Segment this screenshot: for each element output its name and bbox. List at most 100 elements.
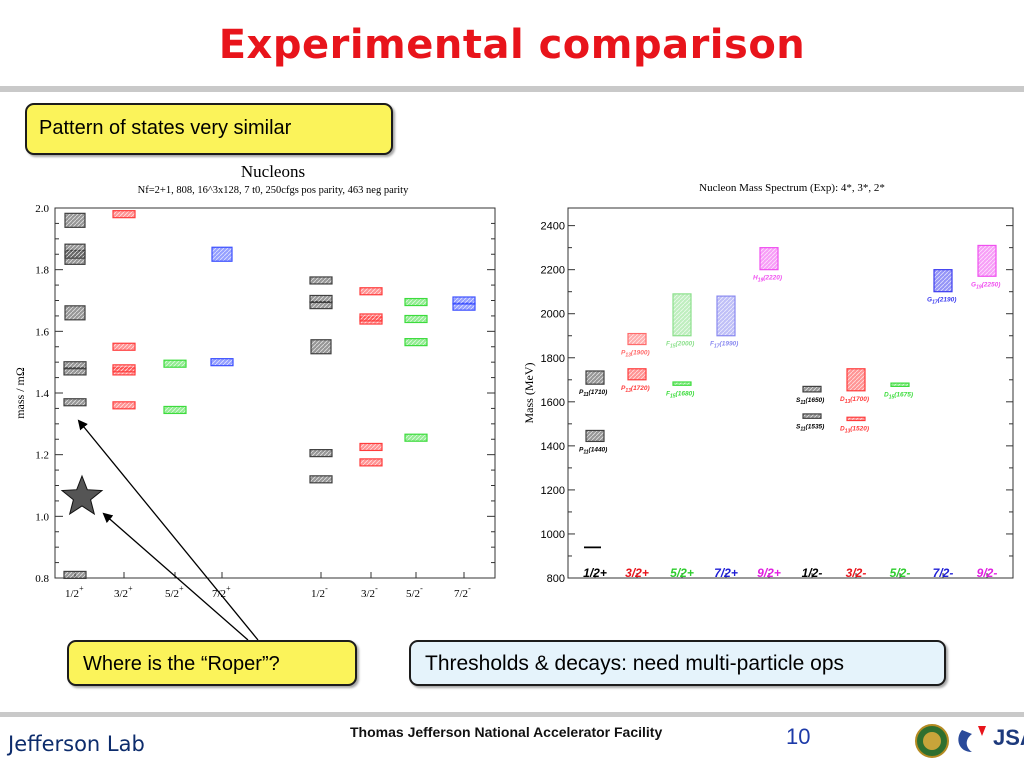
lattice-xtick-label: 7/2- bbox=[454, 584, 471, 600]
roper-arrows bbox=[77, 419, 259, 641]
pattern-callout: Pattern of states very similar bbox=[25, 103, 393, 155]
jsa-logo: JSA bbox=[993, 725, 1024, 750]
lattice-level bbox=[309, 475, 333, 484]
lattice-level bbox=[64, 212, 86, 228]
lattice-level bbox=[112, 364, 136, 373]
lattice-chart: Nucleons Nf=2+1, 808, 16^3x128, 7 t0, 250… bbox=[13, 162, 496, 600]
arrow-to-star bbox=[102, 512, 249, 641]
lattice-level bbox=[64, 243, 86, 259]
lattice-xtick-parity: + bbox=[79, 584, 84, 593]
experiment-xtick-label: 3/2+ bbox=[625, 566, 649, 580]
roper-star-icon bbox=[60, 474, 104, 516]
jefferson-lab-logo: Jefferson Lab bbox=[8, 732, 145, 756]
lattice-xtick-parity: + bbox=[128, 584, 133, 593]
page-number: 10 bbox=[786, 724, 811, 749]
lattice-ytick-label: 1.4 bbox=[35, 388, 49, 400]
experiment-ytick-label: 800 bbox=[547, 573, 565, 585]
lattice-level bbox=[64, 305, 86, 321]
lattice-level bbox=[163, 359, 187, 368]
lattice-title: Nucleons bbox=[241, 162, 305, 181]
lattice-xtick-parity: - bbox=[468, 584, 471, 593]
lattice-level bbox=[404, 433, 428, 442]
footer-organization: Thomas Jefferson National Accelerator Fa… bbox=[350, 724, 663, 740]
experiment-xtick-label: 1/2+ bbox=[583, 566, 607, 580]
experiment-xtick-label: 5/2- bbox=[890, 566, 911, 580]
lattice-xtick-parity: - bbox=[375, 584, 378, 593]
experiment-chart: Nucleon Mass Spectrum (Exp): 4*, 3*, 2* 8… bbox=[522, 182, 1014, 585]
lattice-level bbox=[63, 398, 87, 407]
lattice-ytick-label: 1.6 bbox=[35, 326, 49, 338]
experiment-state-label: F15(2000) bbox=[666, 341, 694, 350]
experiment-plot-frame bbox=[567, 207, 1014, 579]
footer-divider bbox=[0, 712, 1024, 717]
experiment-state-label: G19(2250) bbox=[971, 281, 1000, 290]
experiment-state-box bbox=[627, 332, 647, 346]
lattice-level bbox=[359, 287, 383, 296]
experiment-xtick-label: 7/2- bbox=[933, 566, 954, 580]
experiment-state-label: D13(1700) bbox=[840, 396, 869, 405]
experiment-xtick-label: 3/2- bbox=[846, 566, 867, 580]
experiment-state-box bbox=[846, 368, 866, 392]
lattice-xtick-label: 3/2+ bbox=[114, 584, 133, 600]
experiment-state-label: D13(1520) bbox=[840, 426, 869, 435]
lattice-xtick-parity: - bbox=[420, 584, 423, 593]
experiment-state-box bbox=[759, 247, 779, 271]
experiment-xtick-label: 5/2+ bbox=[670, 566, 694, 580]
lattice-level bbox=[452, 296, 476, 305]
lattice-ytick-label: 1.0 bbox=[35, 511, 49, 523]
lattice-level bbox=[63, 570, 87, 580]
experiment-xtick-label: 1/2- bbox=[802, 566, 823, 580]
lattice-level bbox=[404, 338, 428, 347]
lattice-xtick-label: 1/2+ bbox=[65, 584, 84, 600]
experiment-state-label: S11(1650) bbox=[796, 397, 824, 406]
lattice-level bbox=[404, 314, 428, 324]
lattice-xtick-parity: + bbox=[226, 584, 231, 593]
experiment-state-box bbox=[846, 416, 866, 422]
experiment-state-box bbox=[627, 368, 647, 381]
experiment-state-label: P11(1710) bbox=[579, 389, 607, 398]
slide-title: Experimental comparison bbox=[218, 22, 806, 68]
experiment-xtick-label: 7/2+ bbox=[714, 566, 738, 580]
experiment-state-label: G17(2190) bbox=[927, 297, 956, 306]
thresholds-callout: Thresholds & decays: need multi-particle… bbox=[409, 640, 946, 686]
lattice-level bbox=[309, 276, 333, 285]
roper-callout: Where is the “Roper”? bbox=[67, 640, 357, 686]
lattice-xtick-parity: - bbox=[325, 584, 328, 593]
experiment-state-box bbox=[672, 293, 692, 337]
lattice-ytick-label: 1.8 bbox=[35, 265, 49, 277]
lattice-level bbox=[210, 358, 234, 367]
experiment-ylabel: Mass (MeV) bbox=[522, 363, 536, 424]
lattice-ytick-label: 2.0 bbox=[35, 203, 49, 215]
lattice-level bbox=[112, 210, 136, 219]
experiment-ytick-label: 1600 bbox=[541, 397, 565, 409]
experiment-state-label: F17(1990) bbox=[710, 341, 738, 350]
lattice-ylabel: mass / mΩ bbox=[13, 367, 27, 419]
experiment-ytick-label: 1000 bbox=[541, 529, 565, 541]
experiment-ytick-label: 2400 bbox=[541, 221, 565, 233]
experiment-state-box bbox=[672, 381, 692, 386]
experiment-state-box bbox=[977, 244, 997, 277]
experiment-xtick-label: 9/2- bbox=[977, 566, 998, 580]
lattice-xtick-parity: + bbox=[179, 584, 184, 593]
lattice-level bbox=[359, 313, 383, 322]
experiment-state-box bbox=[802, 413, 822, 419]
experiment-ytick-label: 2000 bbox=[541, 309, 565, 321]
experiment-state-label: F15(1680) bbox=[666, 390, 694, 399]
lattice-level bbox=[163, 405, 187, 415]
title-divider bbox=[0, 86, 1024, 92]
experiment-state-label: P13(1720) bbox=[621, 385, 650, 394]
experiment-state-label: S11(1535) bbox=[796, 423, 824, 432]
experiment-state-label: H19(2220) bbox=[753, 275, 782, 284]
experiment-ytick-label: 1400 bbox=[541, 441, 565, 453]
lattice-ytick-label: 1.2 bbox=[35, 450, 49, 462]
lattice-level bbox=[359, 458, 383, 467]
experiment-state-box bbox=[716, 295, 736, 337]
experiment-state-box bbox=[585, 429, 605, 443]
experiment-state-box bbox=[585, 370, 605, 385]
lattice-subtitle: Nf=2+1, 808, 16^3x128, 7 t0, 250cfgs pos… bbox=[138, 185, 409, 196]
lattice-level bbox=[359, 442, 383, 452]
lattice-level bbox=[211, 246, 233, 262]
lattice-level bbox=[112, 342, 136, 351]
lattice-xtick-label: 5/2- bbox=[406, 584, 423, 600]
